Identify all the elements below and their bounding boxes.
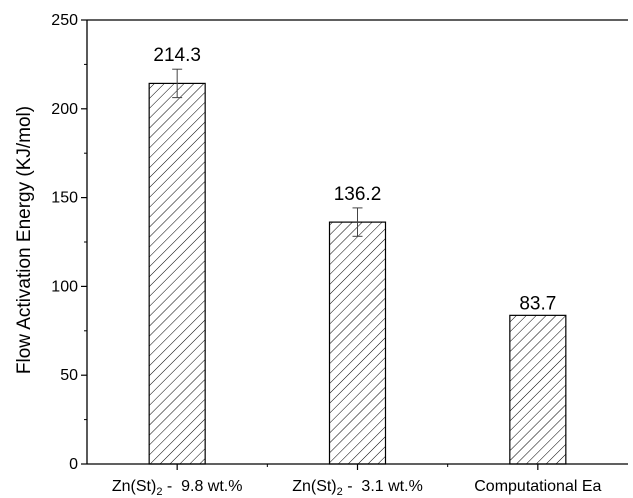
- x-tick-label-text: Zn(St): [112, 478, 156, 495]
- bar: [328, 221, 387, 465]
- x-tick-label-subscript: 2: [156, 486, 162, 498]
- x-tick-label-subscript: 2: [337, 486, 343, 498]
- data-label: 83.7: [519, 293, 556, 314]
- data-label: 214.3: [153, 45, 201, 66]
- x-tick-label-text: Zn(St): [292, 478, 336, 495]
- x-tick-label-suffix: - 9.8 wt.%: [162, 478, 242, 495]
- y-tick-label: 0: [69, 456, 78, 473]
- x-tick-label-text: Computational Ea: [474, 478, 601, 495]
- y-tick-label: 250: [51, 12, 78, 29]
- y-tick-label: 50: [60, 367, 78, 384]
- y-axis-title: Flow Activation Energy (KJ/mol): [14, 106, 35, 374]
- y-tick-label: 200: [51, 101, 78, 118]
- bar: [509, 314, 567, 465]
- x-tick-label: Zn(St)2 - 3.1 wt.%: [292, 478, 423, 498]
- x-tick-label-suffix: - 3.1 wt.%: [343, 478, 423, 495]
- bar: [148, 82, 206, 465]
- x-tick-label: Computational Ea: [474, 478, 601, 495]
- y-tick-label: 100: [51, 278, 78, 295]
- y-tick-label: 150: [51, 190, 78, 207]
- x-tick-label: Zn(St)2 - 9.8 wt.%: [112, 478, 243, 498]
- data-label: 136.2: [334, 184, 382, 205]
